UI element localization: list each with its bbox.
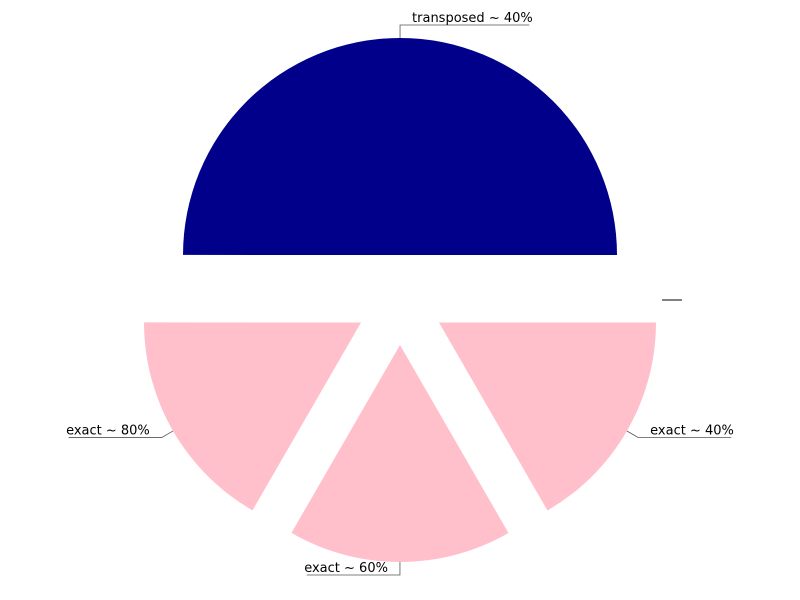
pie-slice	[291, 345, 509, 562]
slice-label: exact ~ 40%	[650, 424, 734, 439]
slice-label: exact ~ 60%	[304, 561, 388, 576]
leader-lines	[68, 24, 732, 576]
pie-slices	[144, 37, 656, 562]
pie-slice	[144, 322, 362, 511]
leader-line	[68, 430, 174, 438]
leader-line	[626, 430, 732, 438]
leader-line	[399, 24, 530, 39]
slice-label: transposed ~ 40%	[412, 11, 533, 26]
pie-slice	[438, 322, 656, 511]
slice-label: exact ~ 80%	[66, 423, 150, 438]
leader-line	[306, 561, 401, 576]
slice-labels: transposed ~ 40% exact ~ 80% exact ~ 60% ex…	[66, 11, 734, 576]
pie-slice	[183, 37, 618, 256]
